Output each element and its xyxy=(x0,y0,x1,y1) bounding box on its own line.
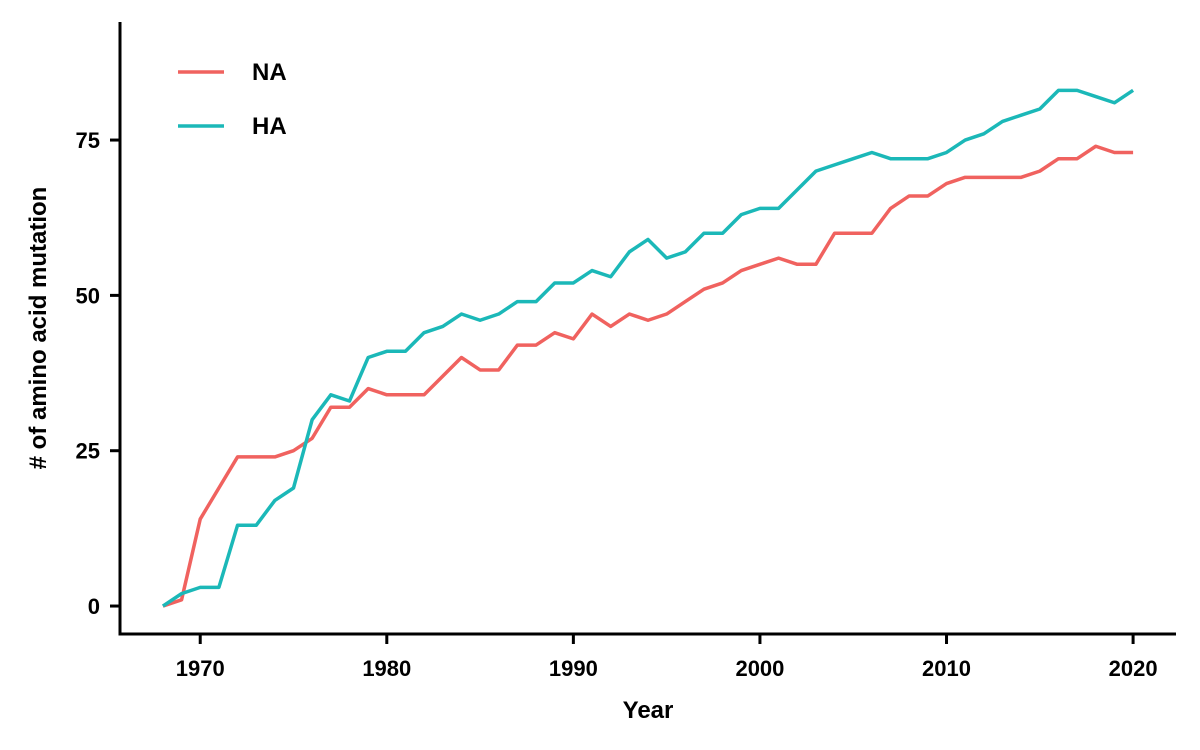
series-line-ha xyxy=(161,88,1135,608)
legend-label-na: NA xyxy=(252,59,287,86)
legend: NA HA xyxy=(178,59,287,140)
axes xyxy=(118,22,1176,636)
y-tick-label: 0 xyxy=(88,594,100,619)
y-axis-title: # of amino acid mutation xyxy=(25,187,52,470)
x-tick-label: 2000 xyxy=(735,656,784,681)
y-tick-label: 50 xyxy=(76,283,100,308)
y-tick-label: 75 xyxy=(76,128,100,153)
legend-label-ha: HA xyxy=(252,113,287,140)
series-lines xyxy=(161,88,1135,608)
x-tick-label: 2010 xyxy=(922,656,971,681)
x-tick-label: 1970 xyxy=(176,656,225,681)
series-line-na xyxy=(162,144,1134,608)
x-tick-label: 1990 xyxy=(549,656,598,681)
y-tick-label: 25 xyxy=(76,439,100,464)
x-ticks: 1970 1980 1990 2000 2010 2020 xyxy=(176,634,1158,681)
y-ticks: 0 25 50 75 xyxy=(76,128,120,619)
x-tick-label: 2020 xyxy=(1109,656,1158,681)
x-tick-label: 1980 xyxy=(362,656,411,681)
x-axis-title: Year xyxy=(623,697,674,724)
